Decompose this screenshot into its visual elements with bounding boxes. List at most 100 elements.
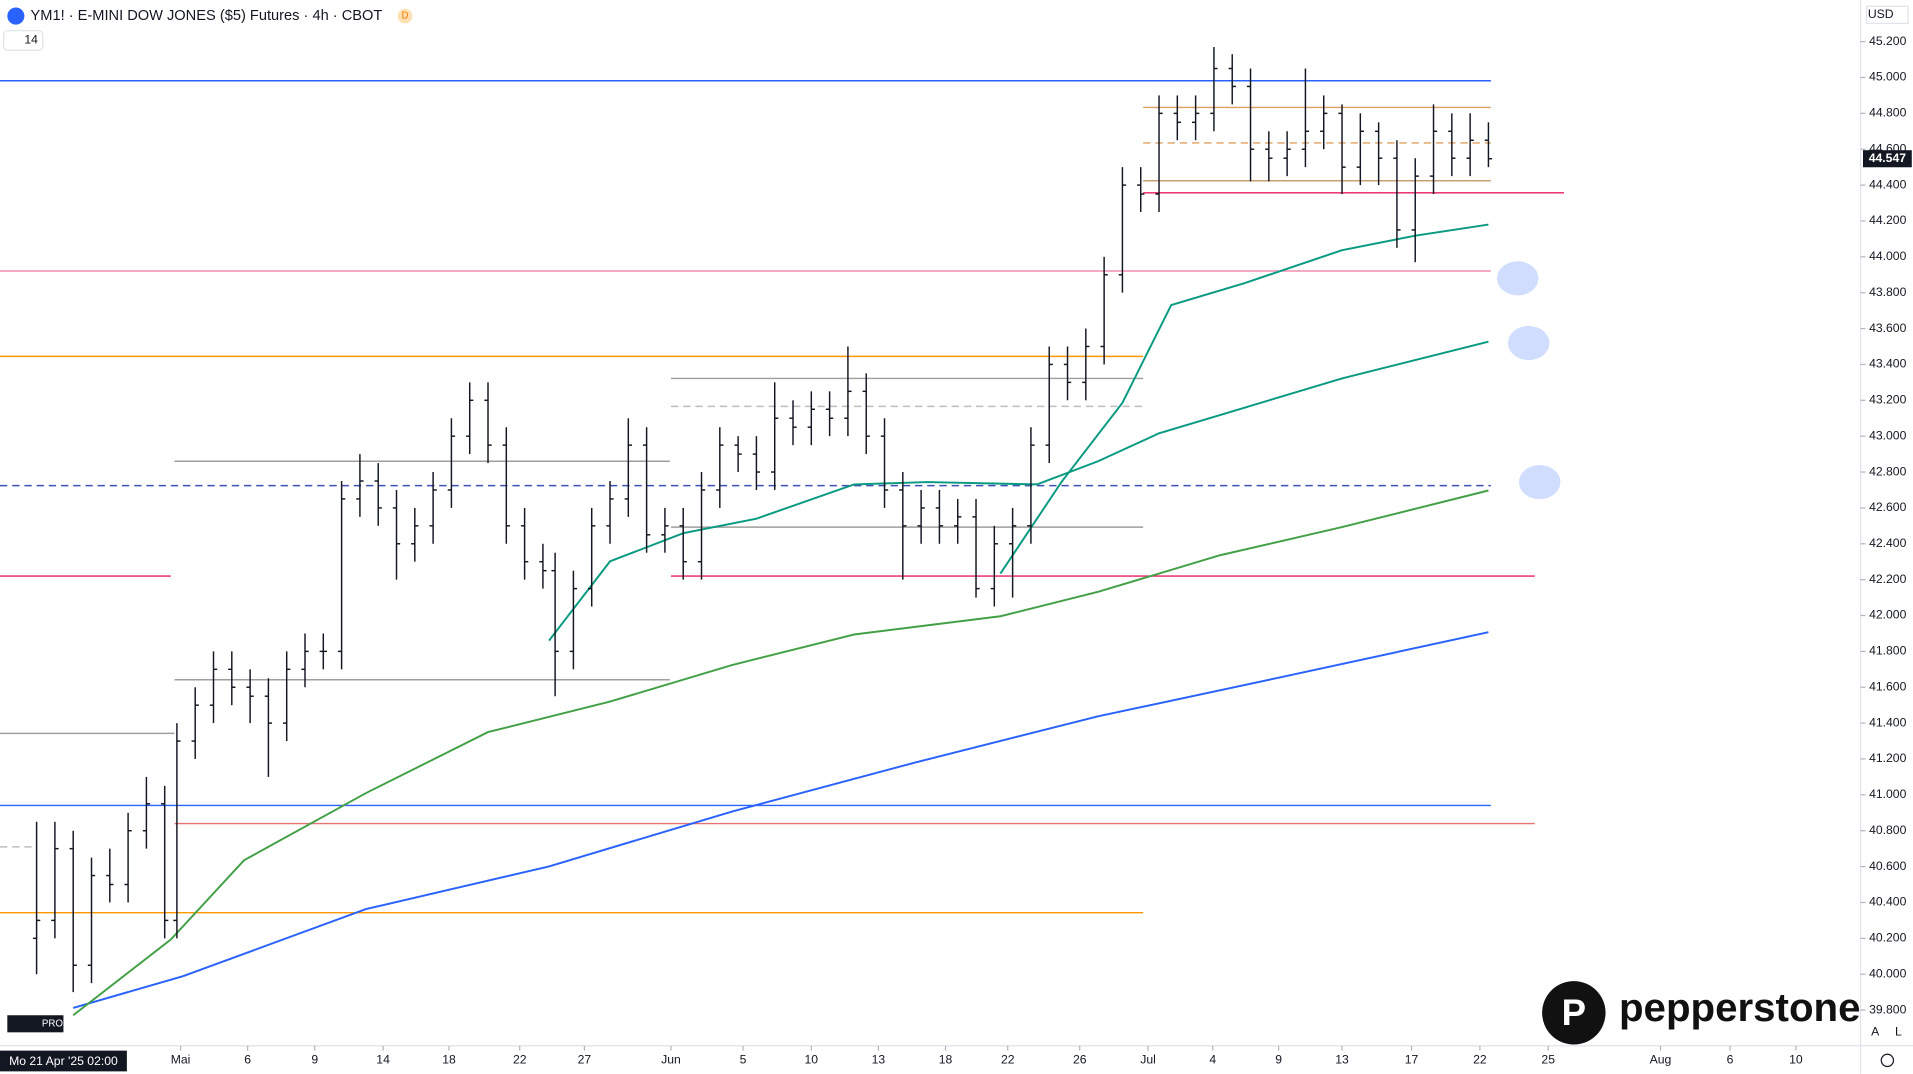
ohlc-bar	[825, 391, 834, 437]
y-tick-label: 43.000	[1869, 428, 1906, 442]
brand-logo-mark: P	[1562, 992, 1586, 1033]
currency: USD	[1868, 7, 1894, 21]
tv-logo	[7, 1015, 64, 1033]
x-tick-label: 22	[1001, 1053, 1015, 1067]
x-tick-label: 6	[1727, 1053, 1734, 1067]
ohlc-bar	[789, 400, 797, 446]
y-tick-label: 40.600	[1869, 859, 1906, 873]
moving-average	[72, 631, 1489, 1009]
x-tick-label: 9	[1275, 1053, 1282, 1067]
y-tick-label: 42.600	[1869, 500, 1906, 514]
x-tick-label: 6	[244, 1053, 251, 1067]
ohlc-bar	[51, 821, 59, 939]
ohlc-bar	[87, 857, 96, 984]
moving-average	[72, 489, 1489, 1017]
x-tick-label: 17	[1405, 1053, 1419, 1067]
ohlc-bar	[1356, 113, 1364, 186]
y-tick-label: 40.800	[1869, 823, 1906, 837]
last-price-box	[1862, 150, 1912, 168]
ohlc-bar	[1393, 140, 1401, 248]
ohlc-bar	[124, 812, 132, 903]
ohlc-bar	[1283, 131, 1291, 177]
ohlc-bar	[569, 570, 578, 670]
ohlc-bar	[502, 427, 510, 544]
crosshair-box	[0, 1050, 127, 1072]
ohlc-bar	[551, 552, 559, 697]
ohlc-bar	[484, 382, 492, 464]
ohlc-bar	[1374, 122, 1383, 186]
ohlc-bar	[429, 472, 437, 544]
ohlc-bar	[392, 489, 401, 580]
ohlc-bar	[69, 830, 77, 993]
x-tick-label: Aug	[1650, 1053, 1672, 1067]
y-tick-label: 42.400	[1869, 536, 1906, 550]
chart-title: YM1! · E-MINI DOW JONES ($5) Futures · 4…	[31, 8, 383, 24]
ohlc-bar	[1338, 104, 1346, 195]
ohlc-bar	[466, 382, 474, 455]
ohlc-bar	[624, 418, 632, 517]
ohlc-bar	[374, 463, 382, 526]
scale-button[interactable]: L	[1895, 1025, 1902, 1039]
ohlc-bar	[1429, 104, 1438, 195]
ohlc-bar	[917, 489, 925, 544]
y-tick-label: 43.200	[1869, 393, 1906, 407]
moving-average	[548, 340, 1489, 642]
ohlc-bar	[411, 507, 419, 562]
y-tick-label: 42.800	[1869, 464, 1906, 478]
ohlc-bar	[771, 382, 779, 490]
ohlc-bar	[539, 543, 547, 589]
ohlc-bar	[844, 346, 852, 437]
y-tick-label: 44.800	[1869, 106, 1906, 120]
ohlc-bar	[1448, 113, 1456, 177]
ohlc-bar	[246, 669, 254, 724]
x-tick-label: Jun	[661, 1053, 681, 1067]
ohlc-bar	[301, 633, 309, 688]
badge-icon	[397, 8, 413, 24]
ohlc-bar	[1484, 122, 1493, 168]
ohlc-bar	[899, 472, 907, 580]
plot-area	[0, 46, 1565, 1017]
ohlc-bar	[1173, 95, 1181, 141]
crosshair-label: Mo 21 Apr '25 02:00	[9, 1054, 118, 1068]
x-tick-label: Mai	[171, 1053, 191, 1067]
ohlc-bar	[661, 507, 669, 553]
logo-sub: PRO	[42, 1018, 64, 1029]
ohlc-bar	[447, 418, 456, 508]
ohlc-bar	[1265, 131, 1273, 182]
ohlc-bar	[1246, 68, 1255, 182]
ohlc-bar	[142, 776, 151, 849]
x-tick-label: 18	[442, 1053, 456, 1067]
ohlc-bar	[106, 848, 114, 903]
last-price-label: 44.547	[1869, 151, 1906, 165]
scale-button[interactable]: A	[1871, 1025, 1880, 1039]
y-tick-label: 44.000	[1869, 249, 1906, 263]
ohlc-bar	[1100, 256, 1108, 365]
marker-circle	[1496, 261, 1539, 296]
interval-value[interactable]: 14	[24, 33, 38, 47]
ohlc-bar	[1191, 95, 1200, 141]
ohlc-bar	[697, 472, 706, 580]
ohlc-bar	[161, 785, 169, 939]
ohlc-bar	[337, 481, 346, 670]
ohlc-bar	[264, 678, 273, 777]
ohlc-bar	[1301, 68, 1310, 168]
settings-icon[interactable]	[1880, 1053, 1895, 1068]
ohlc-bar	[734, 436, 742, 473]
ohlc-bar	[228, 651, 236, 706]
interval-box[interactable]	[3, 30, 44, 51]
ohlc-bar	[1045, 346, 1053, 464]
ohlc-bar	[716, 427, 724, 508]
y-tick-label: 45.200	[1869, 34, 1906, 48]
ohlc-bar	[862, 373, 870, 455]
ohlc-bar	[1320, 95, 1328, 150]
y-tick-label: 45.000	[1869, 70, 1906, 84]
ohlc-bar	[990, 525, 998, 607]
x-tick-label: 27	[578, 1053, 592, 1067]
y-tick-label: 40.000	[1869, 966, 1906, 980]
ohlc-bar	[1082, 328, 1090, 401]
x-tick-label: 22	[513, 1053, 527, 1067]
x-tick-label: 22	[1473, 1053, 1487, 1067]
y-tick-label: 41.800	[1869, 644, 1906, 658]
currency-box[interactable]	[1866, 5, 1909, 24]
